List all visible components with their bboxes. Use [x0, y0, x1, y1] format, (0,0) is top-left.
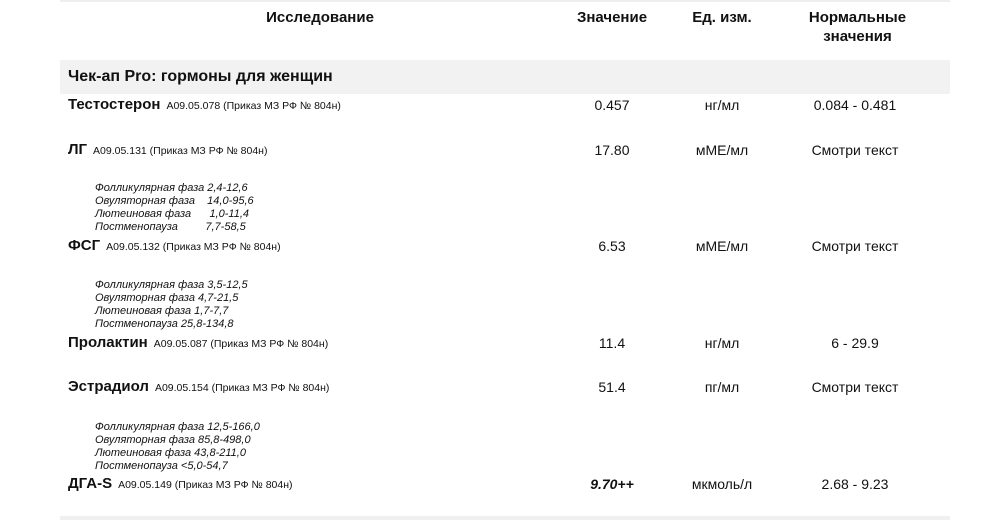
reference-notes: Фолликулярная фаза 12,5-166,0 Овуляторная…: [95, 421, 260, 473]
test-code: A09.05.087 (Приказ МЗ РФ № 804н): [153, 338, 329, 350]
test-name: ФСГ A09.05.132 (Приказ МЗ РФ № 804н): [68, 237, 281, 254]
table-row: ЛГ A09.05.131 (Приказ МЗ РФ № 804н) 17.80…: [0, 141, 1000, 161]
test-unit: пг/мл: [704, 379, 740, 395]
header-value: Значение: [576, 9, 648, 26]
test-name-text: Эстрадиол: [68, 378, 149, 395]
header-unit: Ед. изм.: [692, 9, 752, 26]
test-code: A09.05.154 (Приказ МЗ РФ № 804н): [154, 382, 330, 394]
top-divider: [60, 0, 950, 2]
test-name-text: ЛГ: [68, 141, 88, 158]
test-name: ЛГ A09.05.131 (Приказ МЗ РФ № 804н): [68, 141, 267, 158]
test-value: 6.53: [598, 238, 626, 254]
reference-note: Лютеиновая фаза 43,8-211,0: [95, 447, 246, 459]
test-name: Тестостерон A09.05.078 (Приказ МЗ РФ № 80…: [68, 96, 341, 113]
test-unit: мкмоль/л: [691, 476, 753, 492]
test-code: A09.05.149 (Приказ МЗ РФ № 804н): [118, 479, 293, 491]
test-name: Эстрадиол A09.05.154 (Приказ МЗ РФ № 804н…: [68, 378, 329, 395]
test-unit: нг/мл: [704, 97, 740, 113]
reference-note: Постменопауза 25,8-134,8: [95, 318, 234, 330]
test-value: 51.4: [598, 379, 626, 395]
table-row: ФСГ A09.05.132 (Приказ МЗ РФ № 804н) 6.53…: [0, 237, 1000, 257]
test-name-text: Тестостерон: [68, 96, 161, 113]
test-name-text: Пролактин: [68, 334, 148, 351]
reference-notes: Фолликулярная фаза 2,4-12,6 Овуляторная ф…: [95, 182, 254, 234]
test-norm: Смотри текст: [811, 142, 899, 158]
test-norm: 0.084 - 0.481: [813, 97, 897, 113]
test-value: 17.80: [594, 142, 630, 158]
test-code: A09.05.078 (Приказ МЗ РФ № 804н): [166, 100, 341, 112]
header-study: Исследование: [266, 9, 374, 26]
table-row: ДГА-S A09.05.149 (Приказ МЗ РФ № 804н) 9.…: [0, 475, 1000, 495]
test-name: Пролактин A09.05.087 (Приказ МЗ РФ № 804н…: [68, 334, 328, 351]
test-code: A09.05.132 (Приказ МЗ РФ № 804н): [106, 241, 281, 253]
test-norm: 2.68 - 9.23: [821, 476, 889, 492]
test-value: 11.4: [598, 335, 626, 351]
reference-notes: Фолликулярная фаза 3,5-12,5 Овуляторная ф…: [95, 279, 248, 331]
table-row: Эстрадиол A09.05.154 (Приказ МЗ РФ № 804н…: [0, 378, 1000, 398]
test-code: A09.05.131 (Приказ МЗ РФ № 804н): [93, 145, 268, 157]
test-name-text: ДГА-S: [68, 475, 113, 492]
header-norm: Нормальные значения: [808, 9, 907, 45]
reference-note: Постменопауза <5,0-54,7: [95, 460, 228, 472]
reference-note: Овуляторная фаза 14,0-95,6: [95, 195, 254, 207]
table-row: Пролактин A09.05.087 (Приказ МЗ РФ № 804н…: [0, 334, 1000, 354]
table-row: Тестостерон A09.05.078 (Приказ МЗ РФ № 80…: [0, 96, 1000, 116]
test-unit: нг/мл: [704, 335, 740, 351]
test-norm: Смотри текст: [811, 238, 899, 254]
section-title: Чек-ап Pro: гормоны для женщин: [68, 68, 333, 85]
reference-note: Постменопауза 7,7-58,5: [95, 221, 246, 233]
test-norm: Смотри текст: [811, 379, 899, 395]
reference-note: Фолликулярная фаза 12,5-166,0: [95, 421, 260, 433]
section-band: [60, 60, 950, 94]
reference-note: Лютеиновая фаза 1,7-7,7: [95, 305, 229, 317]
test-unit: мМЕ/мл: [695, 238, 749, 254]
bottom-divider: [60, 516, 950, 520]
test-name: ДГА-S A09.05.149 (Приказ МЗ РФ № 804н): [68, 475, 293, 492]
reference-note: Овуляторная фаза 4,7-21,5: [95, 292, 239, 304]
reference-note: Овуляторная фаза 85,8-498,0: [95, 434, 251, 446]
reference-note: Фолликулярная фаза 2,4-12,6: [95, 182, 248, 194]
test-name-text: ФСГ: [68, 237, 101, 254]
reference-note: Лютеиновая фаза 1,0-11,4: [95, 208, 249, 220]
test-value: 9.70++: [590, 476, 634, 492]
reference-note: Фолликулярная фаза 3,5-12,5: [95, 279, 248, 291]
test-value: 0.457: [594, 97, 630, 113]
test-unit: мМЕ/мл: [695, 142, 749, 158]
test-norm: 6 - 29.9: [831, 335, 879, 351]
